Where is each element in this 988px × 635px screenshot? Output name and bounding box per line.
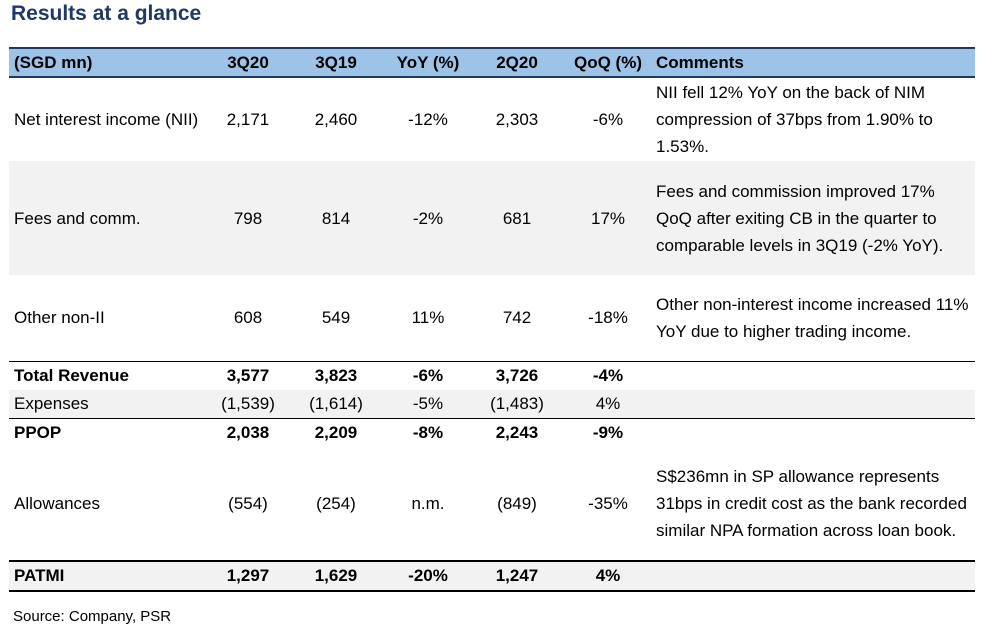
table-row: Allowances (554) (254) n.m. (849) -35% S… [9,447,975,561]
table-row: Net interest income (NII) 2,171 2,460 -1… [9,77,975,161]
table-row: Fees and comm. 798 814 -2% 681 17% Fees … [9,161,975,275]
cell-2q20: 2,243 [471,417,563,447]
column-header-3q20: 3Q20 [227,53,269,72]
table-row: PATMI 1,297 1,629 -20% 1,247 4% [9,559,975,592]
cell-yoy: -12% [408,110,448,129]
column-header-yoy: YoY (%) [396,53,460,72]
cell-qoq: -35% [588,493,628,513]
column-header-3q19: 3Q19 [315,53,357,72]
cell-2q20: 681 [471,161,563,275]
results-table: (SGD mn) 3Q20 3Q19 YoY (%) 2Q20 QoQ (%) … [9,47,975,592]
cell-3q20: 608 [233,308,263,328]
column-header-label: (SGD mn) [14,53,93,72]
cell-3q19: 2,209 [287,417,385,447]
row-label: PPOP [9,417,209,447]
cell-comment: NII fell 12% YoY on the back of NIM comp… [656,83,933,156]
cell-qoq: 4% [563,389,653,418]
cell-3q19: (1,614) [287,389,385,418]
page-title: Results at a glance [11,2,202,25]
cell-3q20: 2,038 [209,417,287,447]
row-label: Other non-II [14,308,105,328]
cell-3q20: 798 [209,161,287,275]
cell-2q20: 3,726 [471,360,563,390]
cell-yoy: -8% [385,417,471,447]
cell-yoy: -6% [385,360,471,390]
cell-comment [653,417,975,447]
cell-comment [653,389,975,418]
cell-qoq: -9% [563,417,653,447]
cell-qoq: -6% [592,110,624,129]
table-row: Other non-II 608 549 11% 742 -18% Other … [9,275,975,361]
table-row: Expenses (1,539) (1,614) -5% (1,483) 4% [9,389,975,418]
cell-2q20: 2,303 [495,110,539,129]
row-label: Expenses [9,389,209,418]
cell-comment [653,559,975,592]
cell-qoq: -18% [588,308,628,328]
cell-qoq: 4% [563,559,653,592]
table-row: Total Revenue 3,577 3,823 -6% 3,726 -4% [9,360,975,390]
cell-3q19: (254) [316,493,356,513]
column-header-2q20: 2Q20 [496,53,538,72]
cell-yoy: -2% [385,161,471,275]
row-label: Total Revenue [9,360,209,390]
cell-3q19: 2,460 [314,110,358,129]
cell-3q20: 2,171 [226,110,270,129]
cell-3q19: 814 [287,161,385,275]
cell-qoq: -4% [563,360,653,390]
cell-comment [653,360,975,390]
cell-3q19: 549 [321,308,351,328]
column-header-comments: Comments [656,53,744,72]
cell-yoy: -20% [385,559,471,592]
cell-3q20: (1,539) [209,389,287,418]
row-label: PATMI [9,559,209,592]
cell-comment: Other non-interest income increased 11% … [656,294,969,341]
cell-qoq: 17% [563,161,653,275]
cell-yoy: n.m. [411,493,445,513]
cell-2q20: 742 [502,308,532,328]
table-row: PPOP 2,038 2,209 -8% 2,243 -9% [9,417,975,447]
row-label: Allowances [14,493,100,513]
cell-3q19: 3,823 [287,360,385,390]
cell-3q20: (554) [228,493,268,513]
cell-yoy: 11% [411,308,445,328]
row-label: Fees and comm. [9,161,209,275]
row-label: Net interest income (NII) [14,110,199,129]
table-header-row: (SGD mn) 3Q20 3Q19 YoY (%) 2Q20 QoQ (%) … [9,48,975,77]
cell-2q20: 1,247 [471,559,563,592]
cell-3q20: 1,297 [209,559,287,592]
cell-yoy: -5% [385,389,471,418]
cell-2q20: (1,483) [471,389,563,418]
cell-3q20: 3,577 [209,360,287,390]
source-note: Source: Company, PSR [13,608,172,625]
cell-comment: Fees and commission improved 17% QoQ aft… [653,161,975,275]
cell-3q19: 1,629 [287,559,385,592]
column-header-qoq: QoQ (%) [574,53,642,72]
cell-2q20: (849) [497,493,537,513]
cell-comment: S$236mn in SP allowance represents 31bps… [656,466,967,540]
